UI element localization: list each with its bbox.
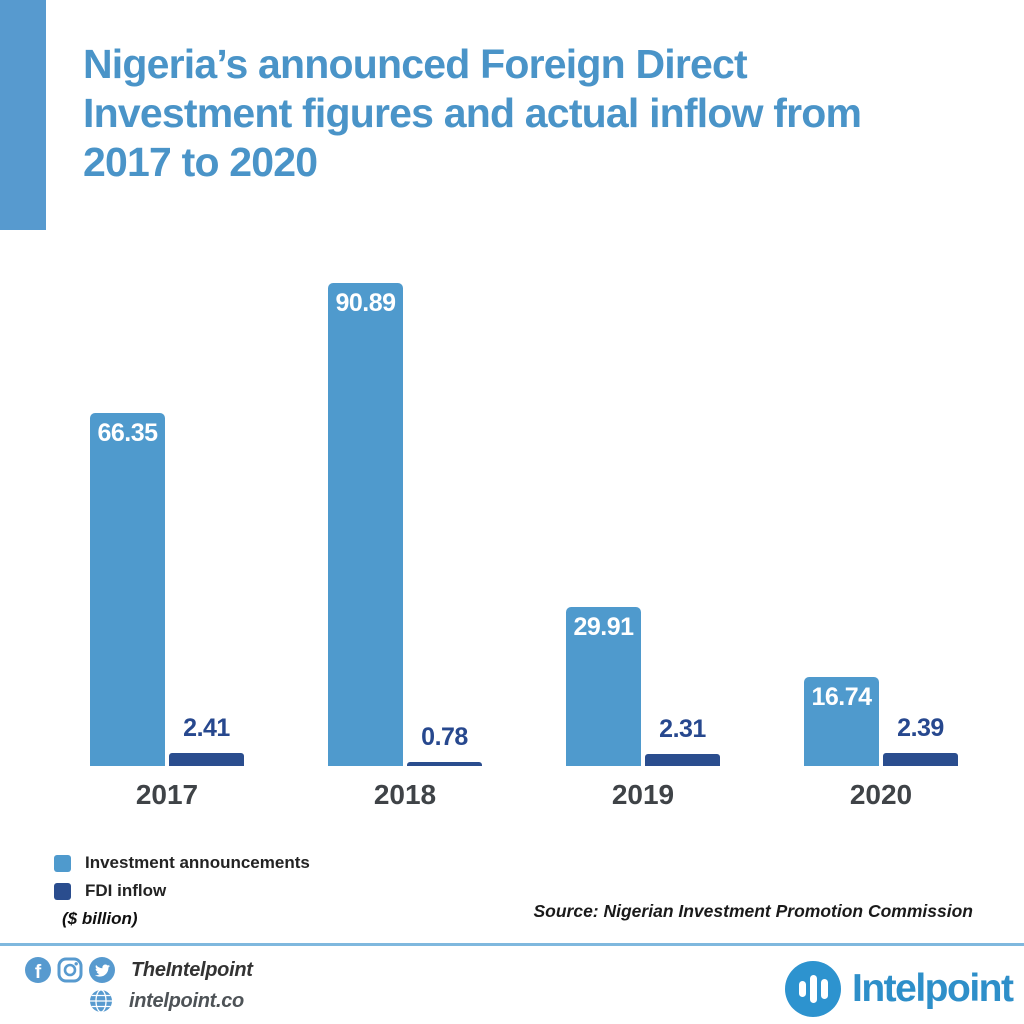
brand-logo: Intelpoint [785, 961, 1014, 1017]
bar-investment-announcements-2017: 66.35 [90, 413, 165, 766]
instagram-icon [57, 957, 83, 983]
legend-label: Investment announcements [85, 853, 310, 872]
year-label-2017: 2017 [135, 779, 199, 810]
page-title-line-1: Nigeria’s announced Foreign Direct [83, 41, 748, 87]
bar-chart: 66.35 2.41 2017 90.89 0.78 2018 29.91 2.31 2019 1… [90, 283, 958, 811]
facebook-icon: f [25, 957, 51, 983]
value-label-fdi-inflow-2020: 2.39 [897, 714, 944, 743]
page-title-line-3: 2017 to 2020 [83, 139, 318, 185]
legend-item-investment-announcements: Investment announcements [54, 853, 310, 873]
legend-label: FDI inflow [85, 881, 167, 900]
bar-fdi-inflow-2017: 2.41 [169, 714, 244, 766]
brand-name: Intelpoint [852, 967, 1014, 1010]
footer-social-block: f TheIntelpoint [25, 957, 253, 1013]
chart-group-2018: 90.89 0.78 2018 [328, 283, 482, 811]
bar-fdi-inflow-2020: 2.39 [883, 714, 958, 766]
chart-legend: Investment announcements FDI inflow ($ b… [54, 853, 310, 929]
year-label-2020: 2020 [849, 779, 913, 810]
value-label-investment-announcements-2019: 29.91 [573, 613, 634, 642]
value-label-investment-announcements-2020: 16.74 [811, 683, 872, 712]
twitter-icon [89, 957, 115, 983]
page-title: Nigeria’s announced Foreign Direct Inves… [83, 40, 862, 187]
value-label-investment-announcements-2018: 90.89 [335, 289, 396, 317]
footer-divider [0, 943, 1024, 946]
value-label-investment-announcements-2017: 66.35 [97, 419, 158, 448]
bar-investment-announcements-2020: 16.74 [804, 677, 879, 766]
value-label-fdi-inflow-2019: 2.31 [659, 714, 706, 743]
year-label-2019: 2019 [611, 779, 675, 810]
globe-icon [89, 989, 113, 1013]
bar-investment-announcements-2018: 90.89 [328, 283, 403, 766]
intelpoint-chart-icon [785, 961, 841, 1017]
chart-group-2017: 66.35 2.41 2017 [90, 413, 244, 811]
legend-item-fdi-inflow: FDI inflow [54, 881, 310, 901]
bar-fdi-inflow-2019: 2.31 [645, 715, 720, 766]
legend-swatch-fdi-inflow [54, 882, 71, 900]
social-row-handle: f TheIntelpoint [25, 957, 253, 983]
social-handle: TheIntelpoint [131, 958, 253, 981]
chart-group-2020: 16.74 2.39 2020 [804, 677, 958, 811]
chart-group-2019: 29.91 2.31 2019 [566, 607, 720, 811]
bar-fdi-inflow-2018: 0.78 [407, 723, 482, 766]
page-title-line-2: Investment figures and actual inflow fro… [83, 90, 862, 136]
social-row-website: intelpoint.co [89, 989, 253, 1013]
legend-swatch-investment-announcements [54, 854, 71, 872]
left-accent-bar [0, 0, 46, 230]
website-text: intelpoint.co [129, 989, 244, 1012]
bar-investment-announcements-2019: 29.91 [566, 607, 641, 766]
value-label-fdi-inflow-2018: 0.78 [421, 722, 468, 751]
value-label-fdi-inflow-2017: 2.41 [183, 714, 230, 743]
year-label-2018: 2018 [373, 779, 437, 810]
source-note: Source: Nigerian Investment Promotion Co… [533, 901, 973, 921]
unit-note: ($ billion) [62, 909, 138, 928]
